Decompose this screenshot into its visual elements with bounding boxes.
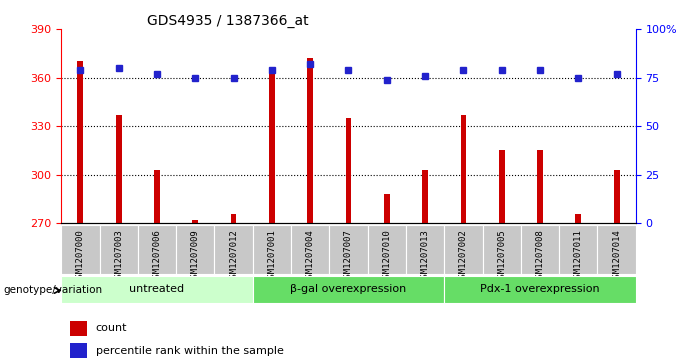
Text: GSM1207010: GSM1207010 — [382, 229, 391, 283]
Text: GSM1207007: GSM1207007 — [344, 229, 353, 283]
Bar — [575, 213, 581, 223]
Text: genotype/variation: genotype/variation — [3, 285, 103, 295]
Bar — [253, 225, 291, 274]
Bar — [537, 150, 543, 223]
Text: β-gal overexpression: β-gal overexpression — [290, 285, 407, 294]
Text: GSM1207002: GSM1207002 — [459, 229, 468, 283]
Text: GSM1207004: GSM1207004 — [306, 229, 315, 283]
Bar — [192, 220, 198, 223]
Text: GSM1207001: GSM1207001 — [267, 229, 276, 283]
Text: GSM1207009: GSM1207009 — [191, 229, 200, 283]
Text: GSM1207006: GSM1207006 — [152, 229, 161, 283]
Bar — [231, 213, 237, 223]
Bar — [345, 118, 352, 223]
Bar — [214, 225, 253, 274]
Text: GSM1207008: GSM1207008 — [536, 229, 545, 283]
Bar — [598, 225, 636, 274]
Text: GSM1207012: GSM1207012 — [229, 229, 238, 283]
Bar — [444, 225, 483, 274]
Bar — [521, 225, 559, 274]
Bar — [422, 170, 428, 223]
Bar — [444, 276, 636, 303]
Bar — [61, 276, 253, 303]
Bar — [460, 115, 466, 223]
Text: Pdx-1 overexpression: Pdx-1 overexpression — [480, 285, 600, 294]
Bar — [154, 170, 160, 223]
Bar — [78, 61, 83, 223]
Text: GSM1207003: GSM1207003 — [114, 229, 123, 283]
Bar — [499, 150, 505, 223]
Bar — [61, 225, 99, 274]
Bar — [269, 68, 275, 223]
Bar — [99, 225, 138, 274]
Bar — [70, 343, 87, 358]
Bar — [384, 194, 390, 223]
Bar — [614, 170, 619, 223]
Bar — [138, 225, 176, 274]
Bar — [559, 225, 598, 274]
Text: GSM1207013: GSM1207013 — [421, 229, 430, 283]
Bar — [116, 115, 122, 223]
Text: untreated: untreated — [129, 285, 184, 294]
Bar — [176, 225, 214, 274]
Bar — [70, 321, 87, 336]
Bar — [291, 225, 329, 274]
Text: GDS4935 / 1387366_at: GDS4935 / 1387366_at — [148, 14, 309, 28]
Bar — [253, 276, 444, 303]
Text: count: count — [96, 323, 127, 333]
Text: GSM1207005: GSM1207005 — [497, 229, 506, 283]
Bar — [406, 225, 444, 274]
Bar — [483, 225, 521, 274]
Text: GSM1207000: GSM1207000 — [76, 229, 85, 283]
Bar — [329, 225, 368, 274]
Bar — [307, 58, 313, 223]
Text: percentile rank within the sample: percentile rank within the sample — [96, 346, 284, 356]
Bar — [368, 225, 406, 274]
Text: GSM1207011: GSM1207011 — [574, 229, 583, 283]
Text: GSM1207014: GSM1207014 — [612, 229, 621, 283]
